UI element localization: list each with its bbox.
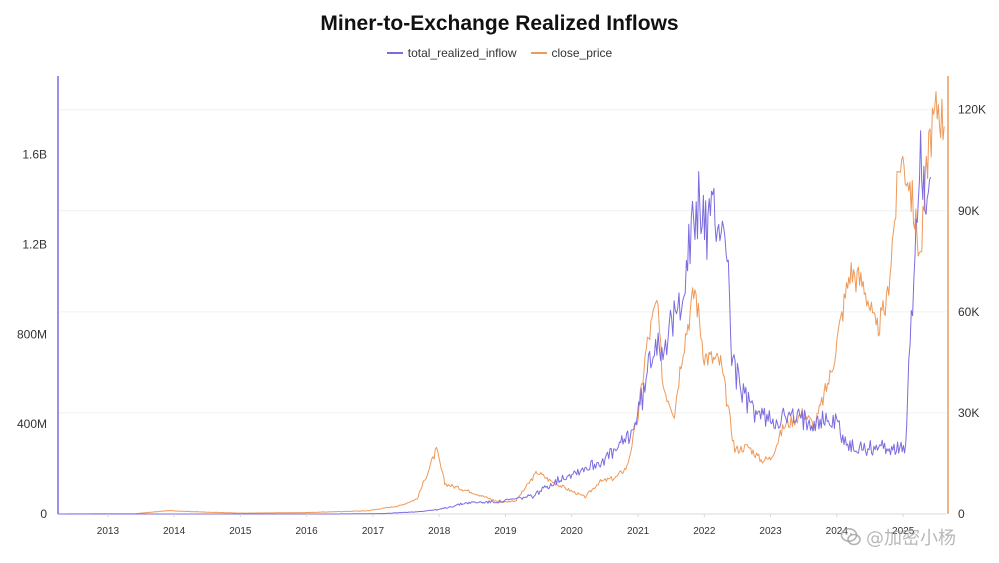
x-tick-2020: 2020 <box>561 526 584 537</box>
x-tick-2017: 2017 <box>362 526 385 537</box>
legend-swatch-price <box>530 52 547 54</box>
x-tick-2023: 2023 <box>759 526 782 537</box>
y-left-tick-1-2b: 1.2B <box>22 237 47 251</box>
legend-swatch-inflow <box>386 52 403 54</box>
y-right-tick-0: 0 <box>958 507 965 521</box>
x-tick-2024: 2024 <box>826 526 849 537</box>
legend-item-inflow[interactable]: total_realized_inflow <box>386 46 517 60</box>
watermark: @加密小杨 <box>840 524 956 550</box>
x-tick-2025: 2025 <box>892 526 915 537</box>
x-tick-2019: 2019 <box>494 526 517 537</box>
y-left-tick-400m: 400M <box>17 417 47 431</box>
series-line-close-price <box>58 91 945 515</box>
x-tick-2022: 2022 <box>693 526 716 537</box>
legend-item-price[interactable]: close_price <box>530 46 613 60</box>
x-tick-2021: 2021 <box>627 526 650 537</box>
wechat-icon <box>840 528 861 546</box>
gridlines <box>58 109 946 414</box>
legend-label-price: close_price <box>551 46 613 60</box>
chart-title: Miner-to-Exchange Realized Inflows <box>320 12 679 35</box>
x-tick-2014: 2014 <box>163 526 186 537</box>
x-tick-2015: 2015 <box>229 526 252 537</box>
axes <box>57 76 949 515</box>
y-left-tick-1-6b: 1.6B <box>22 148 47 162</box>
x-tick-2013: 2013 <box>97 526 120 537</box>
y-right-tick-60k: 60K <box>958 305 979 319</box>
series-line-total-realized-inflow <box>58 130 932 515</box>
watermark-text: @加密小杨 <box>866 528 956 549</box>
y-right-tick-30k: 30K <box>958 406 979 420</box>
series-lines <box>58 91 945 515</box>
y-right-tick-90k: 90K <box>958 204 979 218</box>
x-tick-2018: 2018 <box>428 526 451 537</box>
tick-labels: 0 400M 800M 1.2B 1.6B 0 30K 60K 90K 120K 2013 2014 2… <box>17 103 986 537</box>
y-left-tick-0: 0 <box>40 507 47 521</box>
legend-label-inflow: total_realized_inflow <box>407 46 517 60</box>
y-left-tick-800m: 800M <box>17 327 47 341</box>
y-right-tick-120k: 120K <box>958 103 986 117</box>
chart-legend: total_realized_inflow close_price <box>0 46 999 60</box>
x-tick-2016: 2016 <box>295 526 318 537</box>
